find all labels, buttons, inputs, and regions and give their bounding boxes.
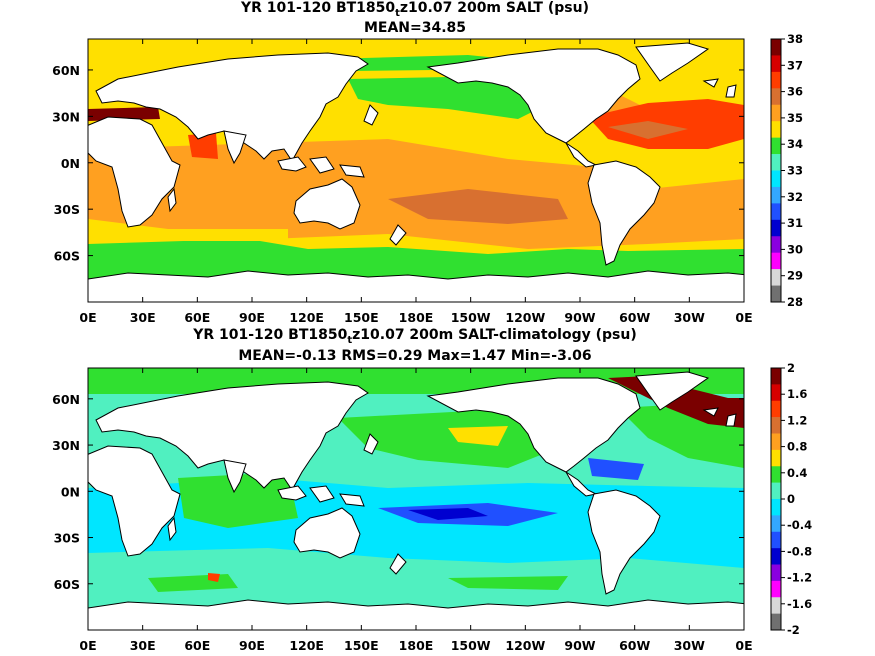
- x-tick-label: 120W: [505, 638, 545, 653]
- axes-layer: 0E 30E 60E 90E 120E 150E 180E 150W 120W 90W 60W 30W…: [52, 39, 753, 653]
- colorbar-swatch: [771, 613, 781, 631]
- colorbar-swatch: [771, 597, 781, 614]
- colorbar-label: 1.6: [787, 387, 807, 401]
- x-tick-label: 0E: [735, 310, 752, 325]
- x-tick-label: 30W: [674, 310, 705, 325]
- colorbar-label: 1.2: [787, 413, 807, 427]
- panel2-map: [88, 368, 744, 630]
- x-tick-label: 150W: [451, 310, 491, 325]
- colorbar-swatch: [771, 186, 781, 204]
- colorbar-swatch: [771, 203, 781, 221]
- x-tick-label: 120W: [505, 310, 545, 325]
- colorbar-label: 0.8: [787, 440, 807, 454]
- colorbar-swatch: [771, 548, 781, 565]
- x-tick-label: 0E: [79, 310, 96, 325]
- colorbar-label: 36: [787, 85, 803, 99]
- x-tick-label: 150W: [451, 638, 491, 653]
- colorbar-label: 2: [787, 361, 795, 375]
- y-tick-label: 60S: [54, 249, 80, 264]
- colorbar-label: -0.4: [787, 518, 812, 532]
- colorbar-label: 34: [787, 137, 803, 151]
- x-tick-label: 0E: [79, 638, 96, 653]
- colorbar-label: 35: [787, 111, 803, 125]
- colorbar-swatch: [771, 252, 781, 270]
- colorbar-label: 33: [787, 164, 803, 178]
- panel2-title: YR 101-120 BT1850tz10.07 200m SALT-clima…: [193, 327, 637, 346]
- x-tick-label: 90E: [239, 638, 265, 653]
- y-tick-label: 30N: [52, 109, 80, 124]
- colorbar-label: 0.4: [787, 466, 807, 480]
- x-tick-label: 90W: [564, 638, 595, 653]
- y-tick-label: 30S: [54, 531, 80, 546]
- x-tick-label: 60E: [184, 638, 210, 653]
- colorbar-swatch: [771, 71, 781, 89]
- colorbar-label: 0: [787, 492, 795, 506]
- colorbar-swatch: [771, 449, 781, 467]
- x-tick-label: 150E: [344, 638, 379, 653]
- colorbar-label: 29: [787, 269, 803, 283]
- y-tick-label: 30S: [54, 202, 80, 217]
- colorbar-swatch: [771, 482, 781, 500]
- colorbar-label: -2: [787, 623, 800, 637]
- x-tick-label: 30E: [130, 310, 156, 325]
- colorbar-swatch: [771, 121, 781, 138]
- x-tick-label: 150E: [344, 310, 379, 325]
- y-tick-label: 60N: [52, 392, 80, 407]
- colorbar-swatch: [771, 236, 781, 253]
- colorbar-label: -1.6: [787, 597, 812, 611]
- y-tick-label: 0N: [61, 484, 80, 499]
- colorbar-swatch: [771, 384, 781, 402]
- x-tick-label: 90W: [564, 310, 595, 325]
- colorbar-swatch: [771, 466, 781, 483]
- x-tick-label: 0E: [735, 638, 752, 653]
- colorbar-swatch: [771, 417, 781, 434]
- x-tick-label: 180E: [399, 310, 434, 325]
- panel1-title: YR 101-120 BT1850tz10.07 200m SALT (psu): [241, 0, 589, 19]
- colorbar-swatch: [771, 137, 781, 155]
- colorbar-layer: 38 37 36 35 34 33 32 31 30 29 28 2 1.6 1.2 0.8 0.4 0 -0.4…: [770, 32, 812, 637]
- colorbar-label: -1.2: [787, 571, 812, 585]
- colorbar-swatch: [771, 154, 781, 171]
- colorbar-label: 28: [787, 295, 803, 309]
- panel1-subtitle: MEAN=34.85: [363, 20, 467, 36]
- x-tick-label: 90E: [239, 310, 265, 325]
- x-tick-label: 180E: [399, 638, 434, 653]
- x-tick-label: 120E: [289, 638, 324, 653]
- colorbar-swatch: [771, 285, 781, 303]
- x-tick-label: 30W: [674, 638, 705, 653]
- x-tick-label: 60W: [619, 310, 650, 325]
- panel1-map: [88, 39, 744, 302]
- x-tick-label: 30E: [130, 638, 156, 653]
- colorbar-swatch: [771, 88, 781, 106]
- y-tick-label: 30N: [52, 438, 80, 453]
- colorbar-swatch: [771, 564, 781, 582]
- colorbar-label: -0.8: [787, 544, 812, 558]
- colorbar-swatch: [771, 515, 781, 533]
- colorbar-swatch: [771, 55, 781, 73]
- colorbar-label: 37: [787, 58, 803, 72]
- colorbar-label: 30: [787, 242, 803, 256]
- y-tick-label: 60S: [54, 577, 80, 592]
- panel2-subtitle: MEAN=-0.13 RMS=0.29 Max=1.47 Min=-3.06: [238, 348, 592, 364]
- y-tick-label: 60N: [52, 63, 80, 78]
- colorbar-swatch: [771, 580, 781, 598]
- colorbar-label: 38: [787, 32, 803, 46]
- colorbar-swatch: [771, 433, 781, 451]
- colorbar-swatch: [771, 170, 781, 188]
- y-tick-label: 0N: [61, 156, 80, 171]
- colorbar-swatch: [771, 104, 781, 122]
- colorbar-swatch: [771, 499, 781, 516]
- colorbar-swatch: [771, 531, 781, 549]
- colorbar-swatch: [771, 368, 781, 385]
- x-tick-label: 120E: [289, 310, 324, 325]
- colorbar-swatch: [771, 219, 781, 237]
- colorbar-label: 31: [787, 216, 803, 230]
- x-tick-label: 60E: [184, 310, 210, 325]
- colorbar-swatch: [771, 39, 781, 56]
- x-tick-label: 60W: [619, 638, 650, 653]
- colorbar-label: 32: [787, 190, 803, 204]
- colorbar-swatch: [771, 269, 781, 286]
- colorbar-swatch: [771, 400, 781, 418]
